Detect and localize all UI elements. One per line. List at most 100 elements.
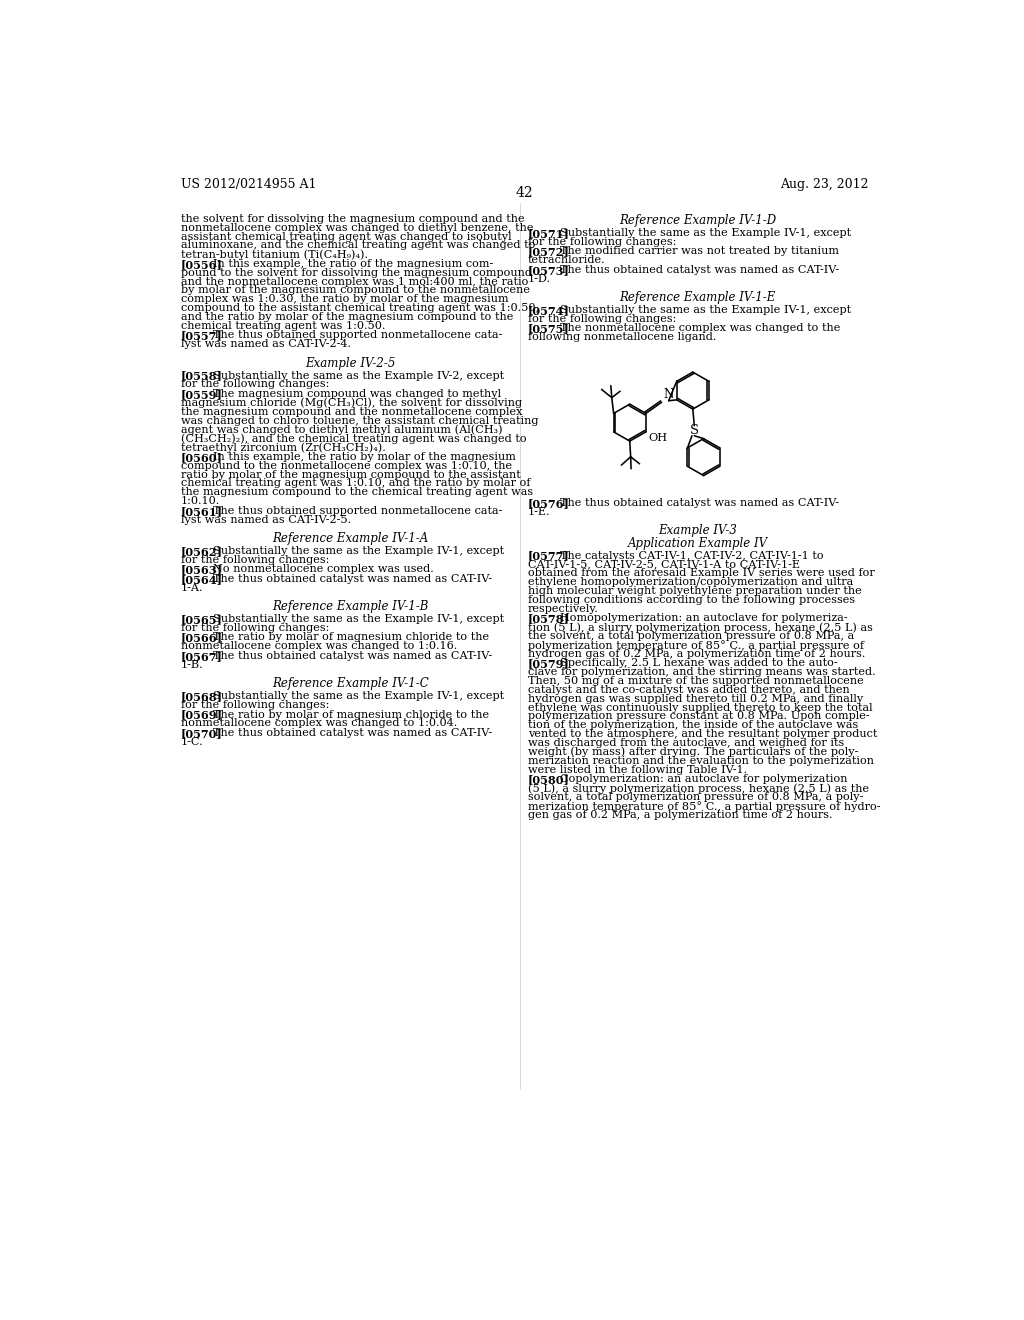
- Text: respectively.: respectively.: [528, 603, 599, 614]
- Text: Substantially the same as the Example IV-1, except: Substantially the same as the Example IV…: [213, 614, 505, 624]
- Text: was discharged from the autoclave, and weighed for its: was discharged from the autoclave, and w…: [528, 738, 844, 748]
- Text: catalyst and the co-catalyst was added thereto, and then: catalyst and the co-catalyst was added t…: [528, 685, 850, 694]
- Text: US 2012/0214955 A1: US 2012/0214955 A1: [180, 178, 316, 190]
- Text: Example IV-3: Example IV-3: [658, 524, 737, 537]
- Text: In this example, the ratio of the magnesium com-: In this example, the ratio of the magnes…: [213, 259, 494, 269]
- Text: for the following changes:: for the following changes:: [180, 379, 329, 389]
- Text: (CH₃CH₂)₂), and the chemical treating agent was changed to: (CH₃CH₂)₂), and the chemical treating ag…: [180, 433, 526, 444]
- Text: weight (by mass) after drying. The particulars of the poly-: weight (by mass) after drying. The parti…: [528, 747, 858, 758]
- Text: 1-C.: 1-C.: [180, 737, 204, 747]
- Text: complex was 1:0.30, the ratio by molar of the magnesium: complex was 1:0.30, the ratio by molar o…: [180, 294, 508, 305]
- Text: The modified carrier was not treated by titanium: The modified carrier was not treated by …: [560, 247, 840, 256]
- Text: 1-A.: 1-A.: [180, 582, 203, 593]
- Text: [0566]: [0566]: [180, 632, 222, 643]
- Text: The thus obtained catalyst was named as CAT-IV-: The thus obtained catalyst was named as …: [560, 498, 840, 508]
- Text: were listed in the following Table IV-1.: were listed in the following Table IV-1.: [528, 764, 748, 775]
- Text: lyst was named as CAT-IV-2-4.: lyst was named as CAT-IV-2-4.: [180, 339, 350, 350]
- Text: 1:0.10.: 1:0.10.: [180, 496, 220, 506]
- Text: clave for polymerization, and the stirring means was started.: clave for polymerization, and the stirri…: [528, 667, 876, 677]
- Text: tion of the polymerization, the inside of the autoclave was: tion of the polymerization, the inside o…: [528, 721, 858, 730]
- Text: for the following changes:: for the following changes:: [180, 554, 329, 565]
- Text: vented to the atmosphere, and the resultant polymer product: vented to the atmosphere, and the result…: [528, 729, 878, 739]
- Text: ethylene was continuously supplied thereto to keep the total: ethylene was continuously supplied there…: [528, 702, 872, 713]
- Text: was changed to chloro toluene, the assistant chemical treating: was changed to chloro toluene, the assis…: [180, 416, 539, 425]
- Text: tetran-butyl titanium (Ti(C₄H₉)₄).: tetran-butyl titanium (Ti(C₄H₉)₄).: [180, 249, 368, 260]
- Text: 1-D.: 1-D.: [528, 273, 551, 284]
- Text: the magnesium compound and the nonmetallocene complex: the magnesium compound and the nonmetall…: [180, 407, 522, 417]
- Text: agent was changed to diethyl methyl aluminum (Al(CH₃): agent was changed to diethyl methyl alum…: [180, 425, 503, 436]
- Text: pound to the solvent for dissolving the magnesium compound: pound to the solvent for dissolving the …: [180, 268, 531, 277]
- Text: Aug. 23, 2012: Aug. 23, 2012: [780, 178, 869, 190]
- Text: S: S: [690, 424, 698, 437]
- Text: [0562]: [0562]: [180, 545, 222, 557]
- Text: The thus obtained catalyst was named as CAT-IV-: The thus obtained catalyst was named as …: [213, 729, 493, 738]
- Text: The nonmetallocene complex was changed to the: The nonmetallocene complex was changed t…: [560, 323, 841, 333]
- Text: Substantially the same as the Example IV-1, except: Substantially the same as the Example IV…: [213, 692, 505, 701]
- Text: solvent, a total polymerization pressure of 0.8 MPa, a poly-: solvent, a total polymerization pressure…: [528, 792, 863, 803]
- Text: The thus obtained supported nonmetallocene cata-: The thus obtained supported nonmetalloce…: [213, 506, 503, 516]
- Text: magnesium chloride (Mg(CH₃)Cl), the solvent for dissolving: magnesium chloride (Mg(CH₃)Cl), the solv…: [180, 397, 522, 408]
- Text: Homopolymerization: an autoclave for polymeriza-: Homopolymerization: an autoclave for pol…: [560, 614, 848, 623]
- Text: [0575]: [0575]: [528, 323, 569, 334]
- Text: [0567]: [0567]: [180, 651, 222, 661]
- Text: the magnesium compound to the chemical treating agent was: the magnesium compound to the chemical t…: [180, 487, 532, 498]
- Text: [0563]: [0563]: [180, 564, 222, 576]
- Text: and the nonmetallocene complex was 1 mol:400 ml, the ratio: and the nonmetallocene complex was 1 mol…: [180, 277, 528, 286]
- Text: tetraethyl zirconium (Zr(CH₃CH₂)₄).: tetraethyl zirconium (Zr(CH₃CH₂)₄).: [180, 442, 385, 453]
- Text: gen gas of 0.2 MPa, a polymerization time of 2 hours.: gen gas of 0.2 MPa, a polymerization tim…: [528, 809, 833, 820]
- Text: Substantially the same as the Example IV-2, except: Substantially the same as the Example IV…: [213, 371, 505, 380]
- Text: the solvent for dissolving the magnesium compound and the: the solvent for dissolving the magnesium…: [180, 214, 524, 224]
- Text: tion (5 L), a slurry polymerization process, hexane (2.5 L) as: tion (5 L), a slurry polymerization proc…: [528, 622, 872, 632]
- Text: [0556]: [0556]: [180, 259, 222, 269]
- Text: polymerization temperature of 85° C., a partial pressure of: polymerization temperature of 85° C., a …: [528, 640, 864, 651]
- Text: [0560]: [0560]: [180, 451, 222, 463]
- Text: [0572]: [0572]: [528, 247, 569, 257]
- Text: aluminoxane, and the chemical treating agent was changed to: aluminoxane, and the chemical treating a…: [180, 240, 536, 251]
- Text: compound to the nonmetallocene complex was 1:0.10, the: compound to the nonmetallocene complex w…: [180, 461, 512, 471]
- Text: Substantially the same as the Example IV-1, except: Substantially the same as the Example IV…: [560, 228, 852, 238]
- Text: 42: 42: [516, 186, 534, 201]
- Text: The ratio by molar of magnesium chloride to the: The ratio by molar of magnesium chloride…: [213, 710, 489, 719]
- Text: merization reaction and the evaluation to the polymerization: merization reaction and the evaluation t…: [528, 756, 873, 766]
- Text: [0557]: [0557]: [180, 330, 222, 342]
- Text: merization temperature of 85° C., a partial pressure of hydro-: merization temperature of 85° C., a part…: [528, 801, 881, 812]
- Text: CAT-IV-1-5, CAT-IV-2-5, CAT-IV-1-A to CAT-IV-1-E: CAT-IV-1-5, CAT-IV-2-5, CAT-IV-1-A to CA…: [528, 560, 800, 569]
- Text: [0569]: [0569]: [180, 710, 222, 721]
- Text: following conditions according to the following processes: following conditions according to the fo…: [528, 595, 855, 605]
- Text: for the following changes:: for the following changes:: [180, 623, 329, 632]
- Text: OH: OH: [648, 433, 668, 444]
- Text: Substantially the same as the Example IV-1, except: Substantially the same as the Example IV…: [560, 305, 852, 314]
- Text: polymerization pressure constant at 0.8 MPa. Upon comple-: polymerization pressure constant at 0.8 …: [528, 711, 869, 722]
- Text: 1-B.: 1-B.: [180, 660, 204, 669]
- Text: ethylene homopolymerization/copolymerization and ultra: ethylene homopolymerization/copolymeriza…: [528, 577, 853, 587]
- Text: [0574]: [0574]: [528, 305, 569, 315]
- Text: [0558]: [0558]: [180, 371, 222, 381]
- Text: Application Example IV: Application Example IV: [628, 537, 768, 549]
- Text: [0570]: [0570]: [180, 729, 222, 739]
- Text: [0576]: [0576]: [528, 498, 569, 510]
- Text: the solvent, a total polymerization pressure of 0.8 MPa, a: the solvent, a total polymerization pres…: [528, 631, 854, 642]
- Text: [0561]: [0561]: [180, 506, 222, 516]
- Text: hydrogen gas of 0.2 MPa, a polymerization time of 2 hours.: hydrogen gas of 0.2 MPa, a polymerizatio…: [528, 648, 865, 659]
- Text: for the following changes:: for the following changes:: [180, 700, 329, 710]
- Text: In this example, the ratio by molar of the magnesium: In this example, the ratio by molar of t…: [213, 451, 516, 462]
- Text: N: N: [664, 388, 674, 401]
- Text: and the ratio by molar of the magnesium compound to the: and the ratio by molar of the magnesium …: [180, 312, 513, 322]
- Text: for the following changes:: for the following changes:: [528, 314, 676, 323]
- Text: nonmetallocene complex was changed to 1:0.04.: nonmetallocene complex was changed to 1:…: [180, 718, 457, 729]
- Text: high molecular weight polyethylene preparation under the: high molecular weight polyethylene prepa…: [528, 586, 861, 595]
- Text: chemical treating agent was 1:0.10, and the ratio by molar of: chemical treating agent was 1:0.10, and …: [180, 478, 530, 488]
- Text: [0559]: [0559]: [180, 389, 222, 400]
- Text: [0573]: [0573]: [528, 265, 569, 276]
- Text: tetrachloride.: tetrachloride.: [528, 255, 605, 265]
- Text: [0579]: [0579]: [528, 659, 569, 669]
- Text: Reference Example IV-1-E: Reference Example IV-1-E: [620, 290, 776, 304]
- Text: for the following changes:: for the following changes:: [528, 236, 676, 247]
- Text: No nonmetallocene complex was used.: No nonmetallocene complex was used.: [213, 564, 434, 574]
- Text: The thus obtained catalyst was named as CAT-IV-: The thus obtained catalyst was named as …: [213, 574, 493, 583]
- Text: Specifically, 2.5 L hexane was added to the auto-: Specifically, 2.5 L hexane was added to …: [560, 659, 838, 668]
- Text: Then, 50 mg of a mixture of the supported nonmetallocene: Then, 50 mg of a mixture of the supporte…: [528, 676, 863, 686]
- Text: The magnesium compound was changed to methyl: The magnesium compound was changed to me…: [213, 389, 502, 399]
- Text: nonmetallocene complex was changed to 1:0.16.: nonmetallocene complex was changed to 1:…: [180, 642, 457, 651]
- Text: Reference Example IV-1-D: Reference Example IV-1-D: [620, 214, 776, 227]
